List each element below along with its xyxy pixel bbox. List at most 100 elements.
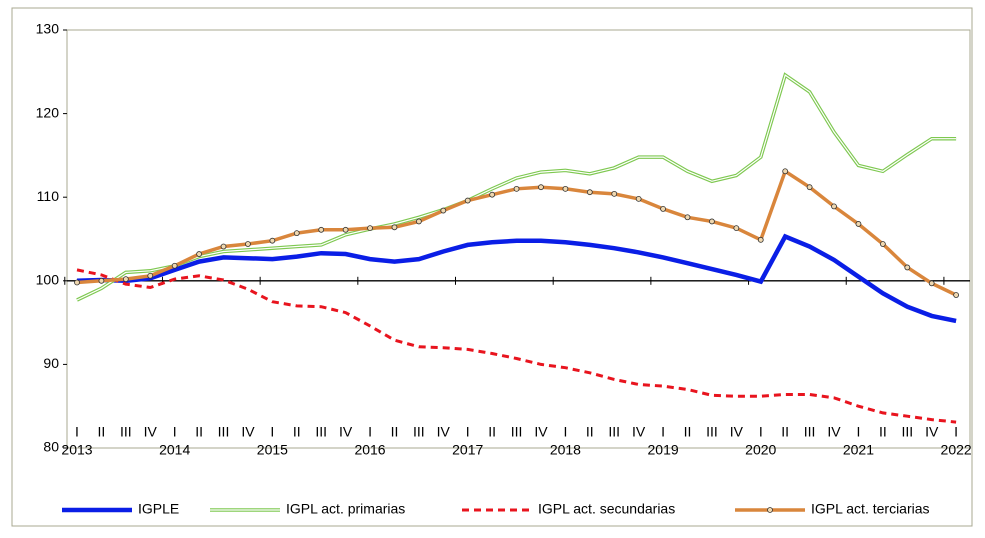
legend-label: IGPL act. secundarias	[538, 501, 675, 517]
legend-marker	[767, 507, 773, 513]
year-label: 2020	[745, 442, 776, 458]
x-tick-label: I	[368, 424, 372, 440]
x-tick-label: I	[75, 424, 79, 440]
plot-frame	[66, 29, 971, 449]
point	[196, 251, 203, 257]
point	[245, 241, 251, 247]
point	[660, 206, 666, 212]
x-tick-label: IV	[144, 424, 158, 440]
year-label: 2013	[61, 442, 92, 458]
x-tick-label: I	[173, 424, 177, 440]
point	[684, 214, 691, 221]
point	[293, 230, 300, 237]
point	[879, 241, 886, 247]
x-tick-label: II	[586, 424, 594, 440]
year-label: 2016	[354, 442, 385, 458]
x-tick-label: III	[608, 424, 620, 440]
x-tick-label: IV	[632, 424, 646, 440]
x-tick-label: IV	[827, 424, 841, 440]
point	[831, 203, 837, 210]
series-line	[76, 233, 957, 324]
x-tick-label: III	[706, 424, 718, 440]
x-tick-label: II	[879, 424, 887, 440]
point	[562, 185, 569, 192]
point	[611, 190, 618, 197]
x-tick-label: III	[804, 424, 816, 440]
y-tick-label: 80	[43, 439, 59, 455]
x-tick-label: II	[781, 424, 789, 440]
point	[122, 276, 129, 283]
x-tick-label: I	[856, 424, 860, 440]
point	[171, 262, 178, 269]
x-tick-label: II	[195, 424, 203, 440]
point	[269, 237, 276, 244]
x-tick-label: III	[413, 424, 425, 440]
x-tick-label: III	[511, 424, 523, 440]
x-tick-label: III	[120, 424, 132, 440]
point	[757, 236, 764, 243]
series-line	[76, 268, 957, 424]
x-tick-label: II	[488, 424, 496, 440]
legend-label: IGPLE	[138, 501, 179, 517]
point	[928, 280, 935, 287]
x-tick-label: I	[563, 424, 567, 440]
x-tick-label: IV	[534, 424, 548, 440]
point	[391, 224, 398, 231]
x-tick-label: I	[466, 424, 470, 440]
x-tick-label: III	[901, 424, 913, 440]
point	[464, 197, 471, 204]
x-tick-label: IV	[241, 424, 255, 440]
point	[74, 279, 80, 286]
x-tick-label: IV	[437, 424, 451, 440]
point	[342, 226, 349, 233]
point	[367, 225, 373, 232]
x-tick-label: II	[98, 424, 106, 440]
year-label: 2019	[648, 442, 679, 458]
point	[489, 191, 496, 198]
point	[538, 184, 544, 191]
point	[855, 221, 862, 227]
legend-label: IGPL act. terciarias	[811, 501, 930, 517]
x-tick-label: I	[270, 424, 274, 440]
year-label: 2017	[452, 442, 483, 458]
point	[513, 185, 520, 192]
point	[220, 243, 227, 250]
year-label: 2014	[159, 442, 190, 458]
point	[806, 184, 813, 191]
point	[953, 292, 960, 298]
year-label: 2015	[257, 442, 288, 458]
y-tick-label: 130	[36, 21, 60, 37]
series-line-inner	[76, 74, 957, 301]
x-tick-label: IV	[730, 424, 744, 440]
x-tick-label: I	[661, 424, 665, 440]
x-tick-label: I	[759, 424, 763, 440]
point	[147, 272, 154, 279]
point	[318, 226, 325, 233]
year-label: 2021	[843, 442, 874, 458]
x-tick-label: I	[954, 424, 958, 440]
year-label: 2018	[550, 442, 581, 458]
point	[635, 195, 642, 202]
point	[709, 218, 715, 225]
year-label: 2022	[941, 442, 972, 458]
x-tick-label: III	[315, 424, 327, 440]
x-tick-label: III	[218, 424, 230, 440]
chart-frame	[11, 7, 973, 527]
x-tick-label: II	[293, 424, 301, 440]
y-tick-label: 100	[36, 272, 60, 288]
point	[440, 207, 447, 214]
x-tick-label: IV	[339, 424, 353, 440]
x-tick-label: II	[684, 424, 692, 440]
legend-label: IGPL act. primarias	[286, 501, 405, 517]
point	[415, 218, 422, 225]
point	[904, 264, 911, 271]
point	[586, 189, 593, 196]
x-tick-label: II	[391, 424, 399, 440]
point	[733, 225, 740, 232]
point	[98, 277, 105, 284]
point	[782, 168, 789, 175]
y-tick-label: 120	[36, 104, 60, 120]
x-tick-label: IV	[925, 424, 939, 440]
y-tick-label: 110	[37, 188, 60, 204]
